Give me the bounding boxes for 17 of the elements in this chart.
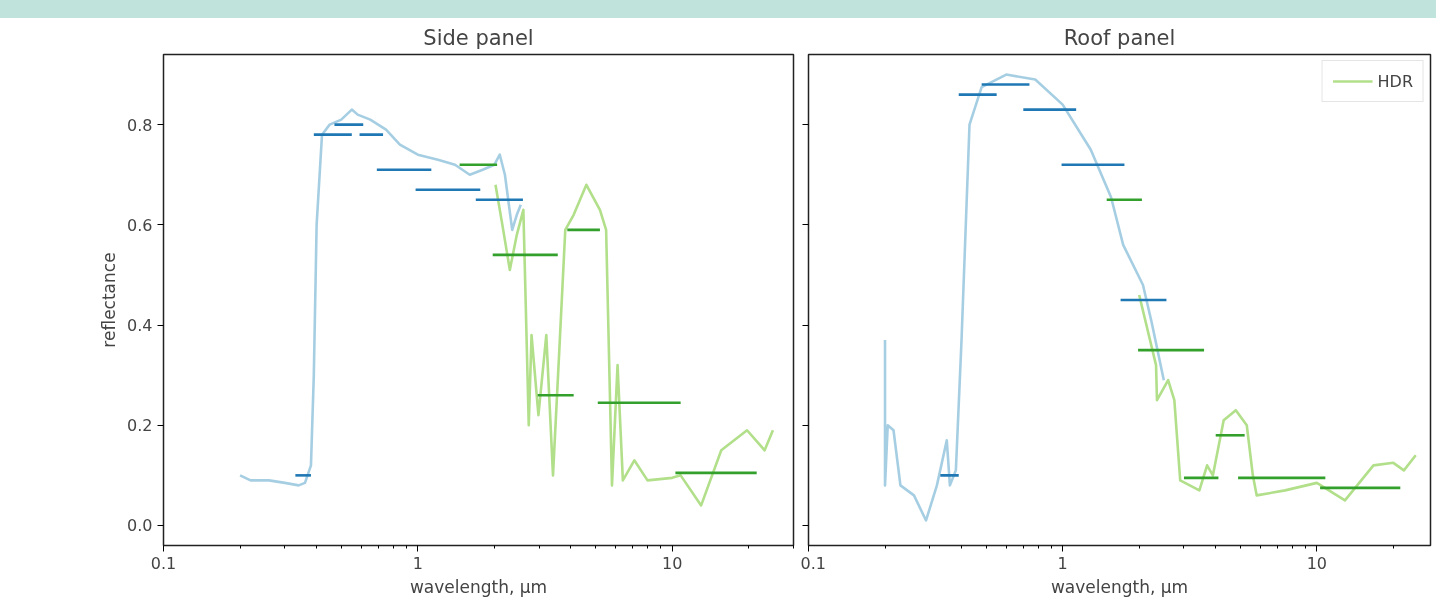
x-tick-label: 10 bbox=[1306, 553, 1328, 573]
x-tick-label: 0.1 bbox=[150, 553, 177, 573]
x-tick-label: 0.1 bbox=[800, 553, 826, 573]
x-tick-label: 1 bbox=[412, 553, 423, 573]
chart-title: Roof panel bbox=[1063, 25, 1176, 50]
y-tick-label: 0.4 bbox=[127, 316, 153, 336]
y-tick-label: 0.6 bbox=[127, 215, 153, 235]
x-tick-label: 10 bbox=[661, 553, 683, 573]
y-tick-label: 0.8 bbox=[127, 115, 153, 135]
x-axis-title: wavelength, µm bbox=[409, 576, 548, 597]
y-axis-title: reflectance bbox=[99, 252, 120, 348]
chart-title: Side panel bbox=[423, 25, 534, 50]
y-tick-label: 0.2 bbox=[127, 416, 153, 436]
x-axis-title: wavelength, µm bbox=[1050, 576, 1189, 597]
y-tick-label: 0.0 bbox=[127, 516, 153, 536]
legend-label: HDR bbox=[1377, 71, 1413, 91]
x-tick-label: 1 bbox=[1057, 553, 1068, 573]
